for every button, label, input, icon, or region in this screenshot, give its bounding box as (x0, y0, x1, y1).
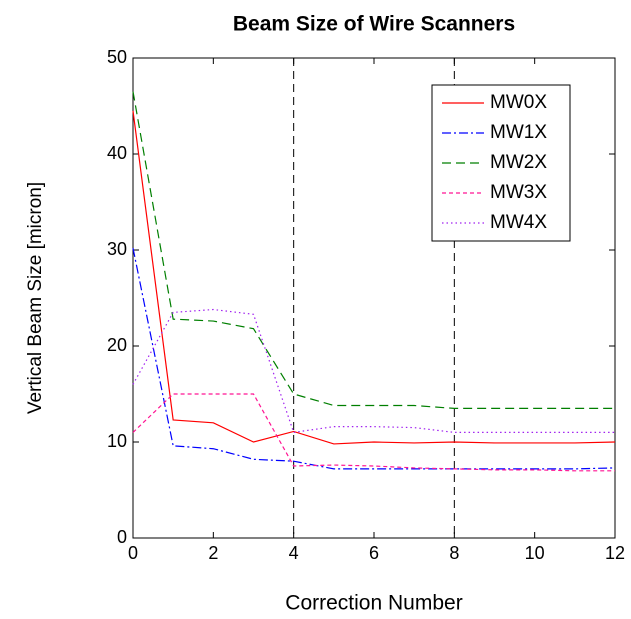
x-tick-label: 6 (369, 543, 379, 563)
y-axis-label: Vertical Beam Size [micron] (25, 182, 46, 414)
y-tick-label: 20 (107, 335, 127, 355)
legend-label: MW3X (490, 182, 547, 203)
x-tick-label: 10 (525, 543, 545, 563)
series-line (132, 91, 615, 409)
series-line (132, 247, 616, 470)
series-line (132, 110, 616, 445)
legend-box (431, 84, 571, 242)
legend-label: MW2X (490, 152, 547, 173)
y-tick-label: 30 (107, 239, 127, 259)
series-line (132, 308, 615, 434)
x-tick-label: 2 (208, 543, 218, 563)
legend-label: MW1X (490, 122, 547, 143)
chart-title: Beam Size of Wire Scanners (233, 13, 515, 36)
x-tick-label: 0 (128, 543, 138, 563)
x-axis-label: Correction Number (285, 592, 462, 615)
legend-label: MW4X (490, 212, 547, 233)
x-tick-label: 8 (449, 543, 459, 563)
y-tick-label: 10 (107, 431, 127, 451)
x-tick-label: 12 (605, 543, 625, 563)
legend-label: MW0X (490, 92, 547, 113)
y-tick-label: 50 (107, 47, 127, 67)
y-tick-label: 0 (117, 527, 127, 547)
y-tick-label: 40 (107, 143, 127, 163)
x-tick-label: 4 (289, 543, 299, 563)
